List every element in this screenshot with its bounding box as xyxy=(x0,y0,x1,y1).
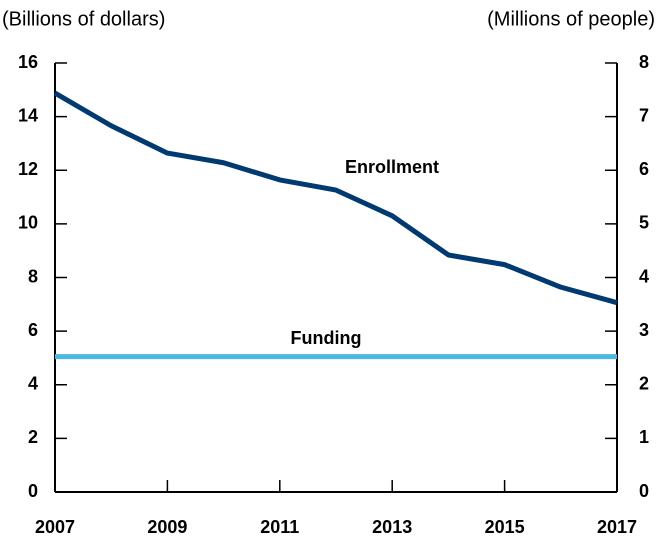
y-tick-label: 8 xyxy=(28,266,38,286)
x-tick-label: 2015 xyxy=(485,517,525,537)
y2-tick-label: 2 xyxy=(639,374,649,394)
y2-tick-label: 5 xyxy=(639,213,649,233)
y-tick-label: 0 xyxy=(28,481,38,501)
y2-tick-label: 8 xyxy=(639,52,649,72)
x-tick-label: 2017 xyxy=(597,517,637,537)
x-tick-label: 2011 xyxy=(260,517,299,537)
y2-tick-label: 3 xyxy=(639,320,649,340)
series-label: Funding xyxy=(291,328,362,348)
x-tick-label: 2007 xyxy=(35,517,75,537)
y-tick-label: 6 xyxy=(28,320,38,340)
y2-tick-label: 4 xyxy=(639,266,649,286)
y-tick-label: 10 xyxy=(18,213,38,233)
y2-tick-label: 7 xyxy=(639,105,649,125)
y2-tick-label: 0 xyxy=(639,481,649,501)
x-tick-label: 2009 xyxy=(147,517,187,537)
y-tick-label: 2 xyxy=(28,427,38,447)
y-tick-label: 14 xyxy=(18,105,38,125)
y2-tick-label: 6 xyxy=(639,159,649,179)
line-series xyxy=(53,90,618,306)
y-tick-label: 12 xyxy=(18,159,38,179)
y-tick-label: 16 xyxy=(18,52,38,72)
y2-tick-label: 1 xyxy=(639,427,649,447)
x-tick-label: 2013 xyxy=(372,517,412,537)
y-tick-label: 4 xyxy=(28,374,38,394)
series-label: Enrollment xyxy=(345,157,439,177)
y2-axis-label: (Millions of people) xyxy=(487,8,655,30)
y-axis-label: (Billions of dollars) xyxy=(2,8,165,30)
